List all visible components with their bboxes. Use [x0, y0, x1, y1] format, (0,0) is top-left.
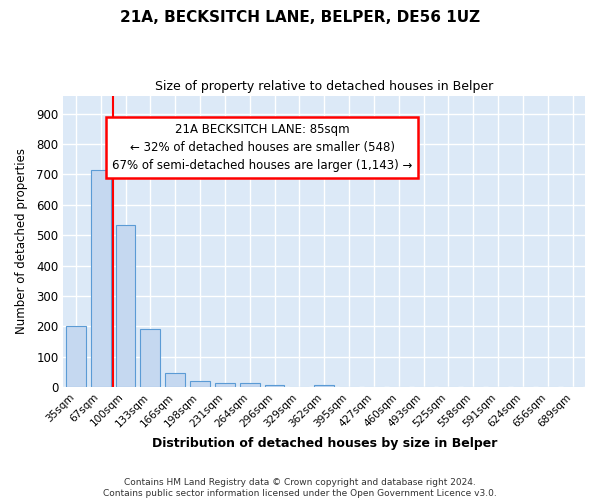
Bar — [265, 384, 284, 387]
Y-axis label: Number of detached properties: Number of detached properties — [15, 148, 28, 334]
Text: 21A BECKSITCH LANE: 85sqm
← 32% of detached houses are smaller (548)
67% of semi: 21A BECKSITCH LANE: 85sqm ← 32% of detac… — [112, 123, 412, 172]
Bar — [66, 326, 86, 387]
Bar — [190, 381, 210, 387]
Text: Contains HM Land Registry data © Crown copyright and database right 2024.
Contai: Contains HM Land Registry data © Crown c… — [103, 478, 497, 498]
Text: 21A, BECKSITCH LANE, BELPER, DE56 1UZ: 21A, BECKSITCH LANE, BELPER, DE56 1UZ — [120, 10, 480, 25]
Bar — [240, 383, 260, 387]
X-axis label: Distribution of detached houses by size in Belper: Distribution of detached houses by size … — [152, 437, 497, 450]
Bar — [165, 373, 185, 387]
Bar — [91, 170, 110, 387]
Title: Size of property relative to detached houses in Belper: Size of property relative to detached ho… — [155, 80, 493, 93]
Bar — [215, 383, 235, 387]
Bar — [314, 384, 334, 387]
Bar — [116, 224, 136, 387]
Bar — [140, 328, 160, 387]
